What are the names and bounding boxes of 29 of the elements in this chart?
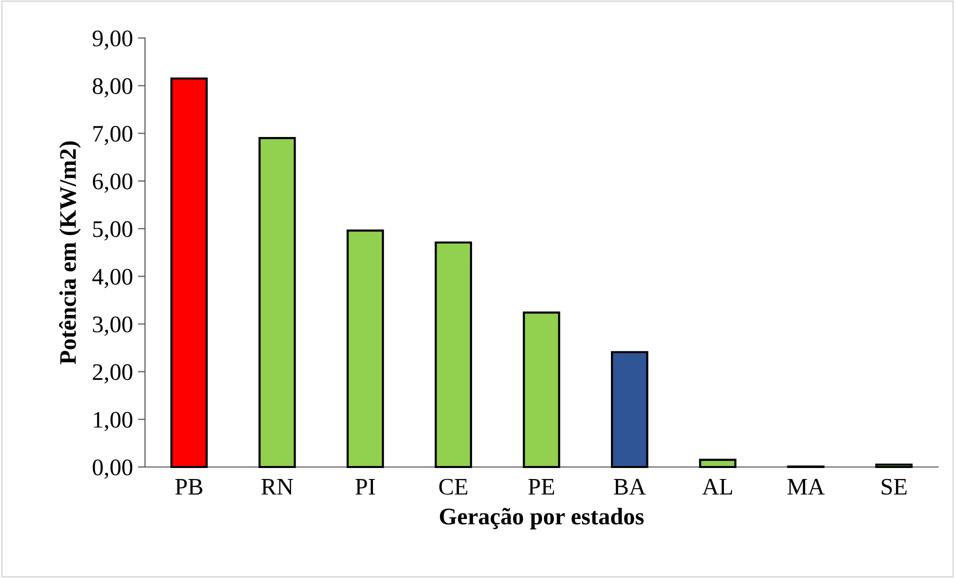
y-tick-label: 4,00 <box>92 268 132 288</box>
y-tick-label: 8,00 <box>92 78 132 98</box>
y-tick-label: 3,00 <box>93 316 132 336</box>
y-tick-label: 1,00 <box>94 412 132 432</box>
x-tick-label: PI <box>355 479 375 494</box>
y-axis-title: Potência em (KW/m2) <box>59 141 81 364</box>
x-tick-label: MA <box>787 478 825 494</box>
x-axis-title: Geração por estados <box>440 508 644 530</box>
bar <box>434 241 472 468</box>
bar <box>258 137 296 468</box>
bar <box>346 230 384 468</box>
bar <box>170 77 208 468</box>
x-tick-label: PB <box>175 479 202 495</box>
bar <box>522 312 560 468</box>
x-tick-label: CE <box>439 478 468 495</box>
y-tick-label: 0,00 <box>92 459 132 479</box>
bar <box>610 351 648 468</box>
bar <box>875 464 913 468</box>
x-tick-label: RN <box>261 479 294 494</box>
y-tick-label: 9,00 <box>92 30 132 50</box>
y-tick-label: 5,00 <box>93 221 132 240</box>
x-tick-label: BA <box>614 478 646 495</box>
y-tick-label: 6,00 <box>92 173 132 193</box>
bar <box>699 458 736 468</box>
x-tick-label: PE <box>528 479 554 494</box>
x-tick-label: SE <box>882 478 907 495</box>
x-tick-label: AL <box>702 478 732 494</box>
y-tick-label: 7,00 <box>93 126 132 146</box>
y-tick-label: 2,00 <box>92 364 132 384</box>
